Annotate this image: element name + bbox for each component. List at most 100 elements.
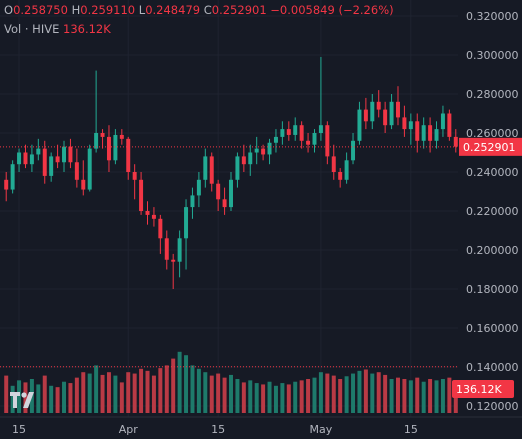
candle-body[interactable] <box>306 140 311 145</box>
candle-body[interactable] <box>440 113 445 130</box>
candle-body[interactable] <box>177 238 182 262</box>
volume-bar <box>36 384 41 413</box>
candle-body[interactable] <box>158 218 163 239</box>
candle-body[interactable] <box>241 156 246 165</box>
candle-body[interactable] <box>453 136 458 147</box>
volume-bar <box>299 380 304 413</box>
candle-body[interactable] <box>94 133 99 149</box>
candle-body[interactable] <box>87 148 92 190</box>
candle-body[interactable] <box>408 121 413 130</box>
tradingview-logo-icon[interactable] <box>8 388 42 412</box>
candle-body[interactable] <box>171 259 176 262</box>
candle-body[interactable] <box>363 109 368 122</box>
candle-body[interactable] <box>17 152 22 165</box>
candle-body[interactable] <box>23 152 28 165</box>
candle-body[interactable] <box>331 156 336 172</box>
volume-bar <box>273 385 278 413</box>
candle-body[interactable] <box>42 148 47 176</box>
volume-bar <box>338 379 343 413</box>
low-value: 0.248479 <box>145 3 201 17</box>
candle-body[interactable] <box>164 238 169 260</box>
time-tick-label: May <box>310 423 333 436</box>
candle-body[interactable] <box>151 214 156 219</box>
ohlc-legend: O0.258750 H0.259110 L0.248479 C0.252901 … <box>4 3 394 17</box>
candle-body[interactable] <box>376 101 381 110</box>
volume-bar <box>370 373 375 413</box>
last-price-label: 0.252901 <box>463 141 516 154</box>
candle-body[interactable] <box>190 195 195 208</box>
volume-bar <box>318 372 323 413</box>
candle-body[interactable] <box>55 156 60 163</box>
volume-bar <box>158 368 163 413</box>
volume-bar <box>177 351 182 413</box>
volume-bar <box>229 374 233 413</box>
candle-body[interactable] <box>389 101 394 126</box>
candle-body[interactable] <box>280 129 285 137</box>
candle-body[interactable] <box>254 148 259 153</box>
candle-body[interactable] <box>62 146 67 163</box>
candle-body[interactable] <box>434 129 439 141</box>
candle-body[interactable] <box>248 152 253 165</box>
candle-body[interactable] <box>106 136 111 161</box>
candle-body[interactable] <box>132 172 137 180</box>
candle-body[interactable] <box>428 125 433 141</box>
candle-body[interactable] <box>139 179 144 211</box>
candle-body[interactable] <box>447 113 452 137</box>
candle-body[interactable] <box>4 179 9 190</box>
candle-body[interactable] <box>29 154 34 165</box>
candle-body[interactable] <box>216 183 221 200</box>
volume-legend: Vol · HIVE 136.12K <box>4 22 111 36</box>
candle-body[interactable] <box>196 179 201 196</box>
candle-body[interactable] <box>68 146 73 163</box>
candle-body[interactable] <box>286 129 291 135</box>
candle-body[interactable] <box>49 156 54 176</box>
price-tick-label: 0.300000 <box>466 49 519 62</box>
volume-bar <box>389 379 394 413</box>
candle-body[interactable] <box>36 148 41 155</box>
candle-body[interactable] <box>325 125 330 157</box>
candle-body[interactable] <box>184 207 189 239</box>
candle-body[interactable] <box>395 101 400 118</box>
candle-body[interactable] <box>113 134 118 161</box>
candle-body[interactable] <box>299 125 304 141</box>
candle-body[interactable] <box>421 125 426 141</box>
high-value: 0.259110 <box>80 3 136 17</box>
candle-body[interactable] <box>10 164 15 190</box>
candle-body[interactable] <box>351 140 356 161</box>
candle-body[interactable] <box>344 160 349 180</box>
candle-body[interactable] <box>273 136 278 143</box>
candle-body[interactable] <box>229 179 233 208</box>
candle-body[interactable] <box>415 121 420 141</box>
time-tick-label: 15 <box>211 423 225 436</box>
candle-body[interactable] <box>81 179 86 190</box>
candle-body[interactable] <box>145 211 150 215</box>
candle-body[interactable] <box>203 156 208 180</box>
last-price-tag <box>459 137 522 156</box>
candle-body[interactable] <box>267 142 272 155</box>
candle-body[interactable] <box>222 199 227 208</box>
candle-body[interactable] <box>370 101 375 122</box>
candle-body[interactable] <box>383 109 388 126</box>
volume-bar <box>17 380 22 413</box>
candle-body[interactable] <box>357 109 362 141</box>
candle-body[interactable] <box>235 156 240 180</box>
price-tick-label: 0.180000 <box>466 283 519 296</box>
price-tick-label: 0.280000 <box>466 88 519 101</box>
candle-body[interactable] <box>74 162 79 180</box>
candle-body[interactable] <box>318 125 323 133</box>
candle-body[interactable] <box>402 117 407 130</box>
candle-body[interactable] <box>261 148 266 155</box>
candle-body[interactable] <box>126 138 131 172</box>
candle-body[interactable] <box>209 156 214 184</box>
volume-bar <box>344 376 349 413</box>
candle-body[interactable] <box>338 172 343 180</box>
candle-body[interactable] <box>312 133 317 145</box>
volume-bar <box>408 380 413 413</box>
candle-body[interactable] <box>119 134 124 139</box>
volume-bar <box>171 358 176 413</box>
price-tick-label: 0.320000 <box>466 10 519 23</box>
candle-body[interactable] <box>100 133 105 137</box>
candle-body[interactable] <box>293 125 298 135</box>
